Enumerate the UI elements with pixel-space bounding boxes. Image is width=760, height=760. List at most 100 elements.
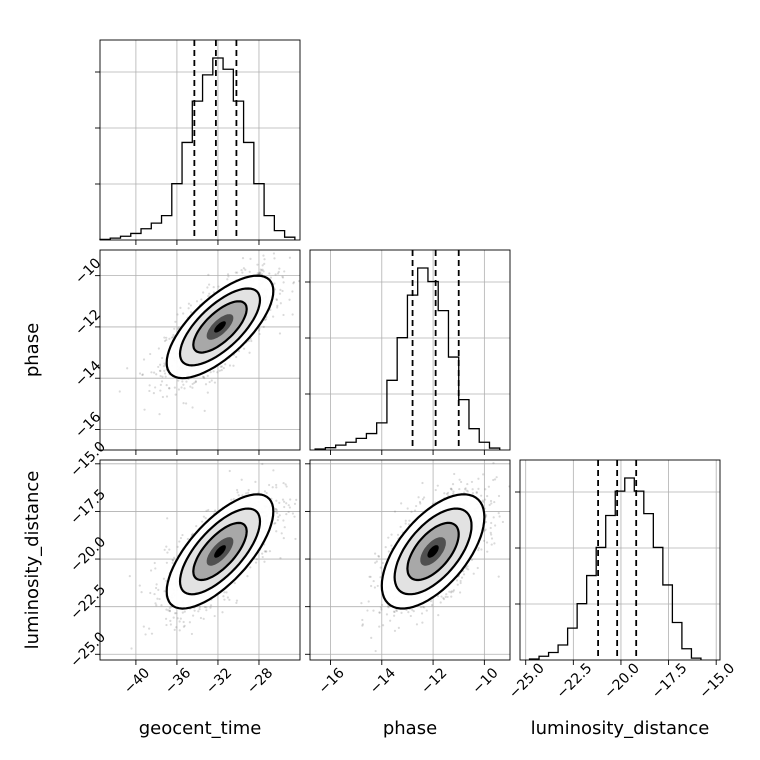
scatter-point [514, 535, 516, 537]
scatter-point [497, 511, 500, 515]
scatter-point [361, 623, 364, 626]
scatter-point [279, 556, 282, 560]
scatter-point [171, 561, 174, 564]
scatter-point [378, 611, 381, 614]
scatter-point [153, 592, 156, 596]
scatter-point [268, 550, 272, 553]
scatter-point [381, 624, 385, 627]
scatter-point [387, 550, 390, 553]
scatter-point [421, 481, 424, 485]
scatter-point [179, 306, 182, 309]
scatter-point [475, 491, 478, 495]
scatter-point [249, 566, 252, 569]
scatter-point [221, 611, 224, 614]
scatter-point [222, 366, 225, 370]
scatter-point [452, 490, 455, 493]
scatter-point [288, 298, 291, 301]
scatter-point [194, 380, 197, 384]
scatter-point [372, 609, 375, 612]
scatter-point [273, 257, 276, 260]
scatter-point [449, 487, 452, 490]
scatter-point [411, 608, 414, 611]
scatter-point [482, 473, 485, 476]
scatter-point [169, 619, 172, 622]
scatter-point [294, 537, 297, 541]
scatter-point [452, 492, 455, 495]
scatter-point [486, 550, 489, 553]
scatter-point [172, 333, 175, 337]
scatter-point [390, 533, 393, 536]
scatter-point [443, 492, 446, 495]
scatter-point [223, 598, 226, 601]
scatter-point [477, 546, 480, 550]
hist-panel-geocent-time [95, 39, 301, 245]
scatter-point [370, 636, 373, 639]
scatter-point [393, 510, 397, 513]
scatter-point [376, 584, 379, 588]
scatter-point [404, 519, 407, 522]
scatter-point [250, 339, 253, 343]
scatter-point [149, 591, 152, 595]
scatter-point [263, 262, 266, 265]
scatter-point [273, 522, 276, 525]
scatter-point [163, 590, 166, 593]
scatter-point [490, 543, 493, 546]
scatter-point [477, 487, 480, 490]
scatter-point [163, 548, 166, 551]
scatter-point [282, 537, 285, 540]
y-tick-label: −17.5 [67, 486, 109, 528]
scatter-point [485, 514, 488, 517]
scatter-point [287, 504, 290, 507]
scatter-point [495, 476, 498, 479]
scatter-point [385, 613, 389, 616]
scatter-point [190, 533, 194, 536]
scatter-point [392, 610, 396, 613]
scatter-point [185, 402, 188, 405]
scatter-point [263, 258, 266, 261]
scatter-point [275, 507, 278, 511]
scatter-point [166, 517, 169, 520]
scatter-point [418, 500, 422, 504]
scatter-point [157, 347, 160, 350]
y-tick-label: −20.0 [67, 534, 109, 576]
scatter-point [171, 559, 175, 562]
scatter-point [173, 612, 177, 615]
scatter-point [191, 382, 194, 386]
scatter-point [216, 371, 219, 374]
scatter-point [459, 480, 463, 484]
scatter-point [140, 591, 143, 594]
scatter-point [154, 602, 157, 605]
scatter-point [173, 386, 176, 389]
scatter-point [207, 294, 210, 298]
scatter-point [167, 609, 170, 612]
scatter-point [490, 502, 493, 505]
scatter-point [453, 472, 456, 476]
scatter-point [150, 632, 154, 635]
scatter-point [444, 595, 447, 599]
scatter-point [406, 507, 409, 510]
scatter-point [191, 532, 194, 535]
scatter-point [442, 598, 446, 601]
scatter-point [490, 537, 494, 540]
scatter-point [202, 375, 205, 378]
scatter-point [377, 554, 380, 558]
scatter-point [275, 298, 279, 302]
scatter-point [387, 606, 390, 609]
scatter-point [189, 385, 192, 388]
scatter-point [226, 278, 229, 281]
scatter-point [381, 561, 384, 565]
scatter-point [377, 555, 381, 558]
scatter-point [288, 506, 292, 509]
scatter-point [281, 276, 285, 279]
scatter-point [259, 268, 262, 271]
scatter-point [417, 496, 420, 499]
scatter-point [393, 629, 397, 632]
scatter-point [467, 568, 470, 571]
scatter-point [425, 609, 428, 612]
scatter-point [276, 272, 280, 275]
scatter-point [450, 488, 453, 491]
scatter-point [182, 383, 185, 386]
scatter-point [203, 605, 206, 609]
panel-frame [309, 459, 511, 661]
